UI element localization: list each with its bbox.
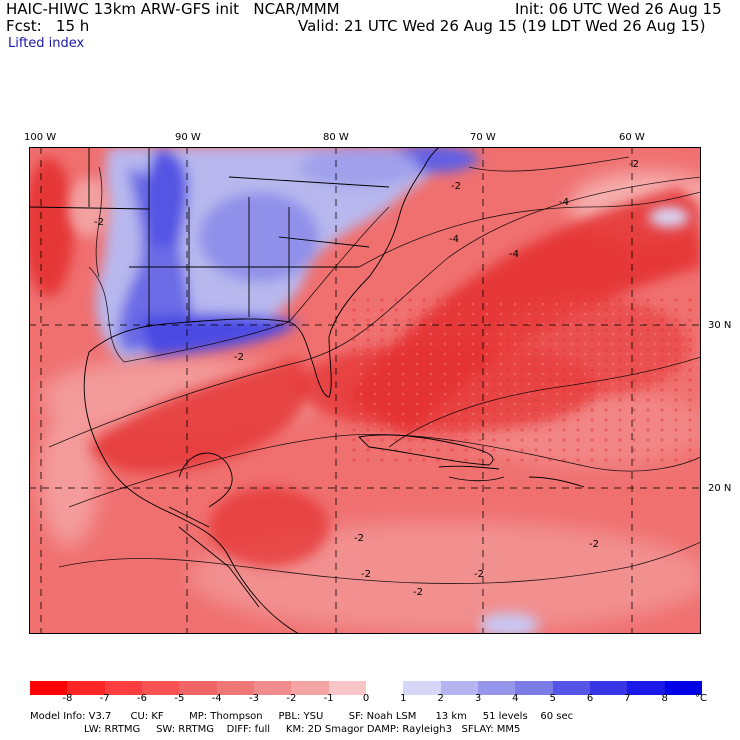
colorbar-unit: °C	[695, 693, 707, 704]
colorbar-swatch	[589, 681, 628, 695]
colorbar-swatch	[664, 681, 702, 695]
colorbar	[30, 681, 702, 695]
model-title: HAIC-HIWC 13km ARW-GFS init NCAR/MMM	[6, 0, 340, 18]
colorbar-tick-label: 8	[661, 693, 668, 704]
contour-label: -2	[474, 569, 484, 580]
lon-label-60w: 60 W	[619, 132, 645, 143]
model-info-line-2: LW: RRTMG SW: RRTMG DIFF: full KM: 2D Sm…	[30, 724, 521, 735]
colorbar-tick-label: -3	[249, 693, 259, 704]
colorbar-swatch	[365, 681, 404, 695]
lat-label-30n: 30 N	[708, 320, 732, 331]
colorbar-tick-label: 0	[362, 693, 370, 704]
lon-label-90w: 90 W	[175, 132, 201, 143]
contour-label: -2	[94, 217, 104, 228]
init-time: Init: 06 UTC Wed 26 Aug 15	[515, 0, 722, 18]
colorbar-tick-label: -1	[323, 693, 334, 704]
field-name: Lifted index	[8, 36, 85, 51]
colorbar-swatch	[291, 681, 329, 695]
valid-time: Valid: 21 UTC Wed 26 Aug 15 (19 LDT Wed …	[298, 17, 706, 35]
contour-label: -2	[629, 159, 639, 170]
contour-label: -2	[354, 533, 364, 544]
colorbar-tick-label: 4	[512, 693, 519, 704]
colorbar-tick-label: 7	[624, 693, 631, 704]
colorbar-swatch	[440, 681, 478, 695]
colorbar-tick-label: -2	[286, 693, 297, 704]
model-info-line-1: Model Info: V3.7 CU: KF MP: Thompson PBL…	[30, 711, 574, 722]
colorbar-tick-label: 3	[474, 693, 482, 704]
colorbar-tick-label: -5	[174, 693, 185, 704]
contour-label: -4	[449, 234, 459, 245]
lat-label-20n: 20 N	[708, 483, 732, 494]
colorbar-swatch	[216, 681, 254, 695]
contour-label: -2	[589, 539, 599, 550]
colorbar-swatch	[67, 681, 105, 695]
colorbar-tick-label: -8	[62, 693, 73, 704]
colorbar-tick-label: 2	[437, 693, 444, 704]
colorbar-tick-label: 6	[586, 693, 594, 704]
colorbar-tick-label: 1	[400, 693, 407, 704]
contour-label: -2	[413, 587, 423, 598]
lon-label-80w: 80 W	[323, 132, 349, 143]
colorbar-tick-label: -7	[99, 693, 110, 704]
colorbar-tick-label: -6	[137, 693, 147, 704]
contour-label: -2	[451, 181, 461, 192]
contour-label: -4	[509, 249, 519, 260]
lon-label-70w: 70 W	[470, 132, 496, 143]
colorbar-tick-label: 5	[549, 693, 556, 704]
map-field: -2 -2 -2 -2 -4 -4 -4 -2 -2 -2 -2 -2	[29, 147, 701, 634]
colorbar-swatch	[104, 681, 142, 695]
contour-label: -2	[234, 352, 244, 363]
colorbar-swatch	[403, 681, 441, 695]
colorbar-swatch	[552, 681, 590, 695]
lifted-index-map: -2 -2 -2 -2 -4 -4 -4 -2 -2 -2 -2 -2	[29, 147, 701, 634]
colorbar-swatch	[141, 681, 180, 695]
colorbar-swatch	[30, 681, 68, 695]
lon-label-100w: 100 W	[24, 132, 57, 143]
contour-label: -2	[361, 569, 371, 580]
colorbar-tick-label: -4	[211, 693, 222, 704]
forecast-hour: Fcst: 15 h	[6, 17, 90, 35]
colorbar-swatch	[477, 681, 516, 695]
colorbar-swatch	[515, 681, 553, 695]
colorbar-swatch	[328, 681, 366, 695]
colorbar-swatch	[179, 681, 217, 695]
colorbar-swatch	[627, 681, 665, 695]
colorbar-swatch	[253, 681, 292, 695]
contour-label: -4	[559, 197, 569, 208]
